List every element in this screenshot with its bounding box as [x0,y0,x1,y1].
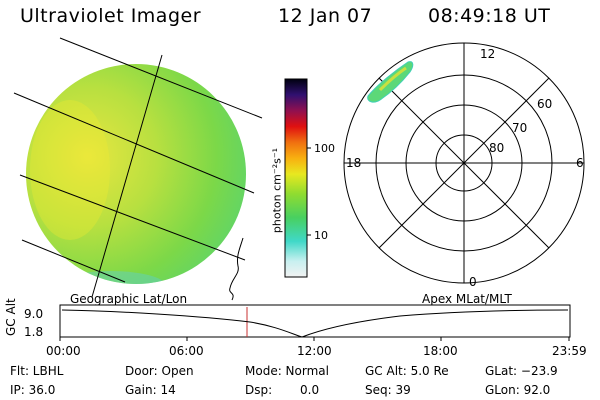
ip-info: IP: 36.0 [10,383,56,397]
altitude-tick-high: 9.0 [24,307,44,321]
gain-info: Gain: 14 [125,383,176,397]
mlt-label-18: 18 [346,156,362,170]
mode-info: Mode: Normal [245,364,329,378]
colorbar [284,78,311,278]
coastline-outline [229,237,244,301]
glon-info: GLon: 92.0 [485,383,551,397]
door-info: Door: Open [125,364,194,378]
mlt-label-0: 0 [469,275,477,289]
time-tick-1800: 18:00 [423,344,458,358]
lat-label-70: 70 [512,121,528,135]
mlt-label-12: 12 [480,47,496,61]
mlt-label-6: 6 [576,156,584,170]
instrument-title: Ultraviolet Imager [20,5,202,27]
seq-info: Seq: 39 [365,383,411,397]
lat-label-60: 60 [537,97,553,111]
apex-grid-label: Apex MLat/MLT [422,292,512,306]
geographic-grid [13,37,263,298]
geographic-grid-label: Geographic Lat/Lon [70,292,188,306]
altitude-axis-label: GC Alt [4,298,18,336]
earth-disk [26,64,246,284]
date-label: 12 Jan 07 [278,5,373,27]
glat-info: GLat: −23.9 [485,364,558,378]
colorbar-tick-100: 100 [314,142,335,155]
time-tick-1200: 12:00 [297,344,332,358]
time-tick-0000: 00:00 [46,344,81,358]
dsp-info-label: Dsp: [245,383,273,397]
gc-alt-info: GC Alt: 5.0 Re [365,364,449,378]
lat-label-80: 80 [489,141,505,155]
colorbar-tick-10: 10 [314,229,328,242]
altitude-tick-low: 1.8 [24,325,44,339]
time-label: 08:49:18 UT [428,5,551,27]
time-tick-2359: 23:59 [552,344,587,358]
time-tick-0600: 06:00 [169,344,204,358]
filter-info: Flt: LBHL [10,364,64,378]
colorbar-unit-label: photon cm⁻²s⁻¹ [270,147,284,234]
dsp-info-value: 0.0 [300,383,320,397]
